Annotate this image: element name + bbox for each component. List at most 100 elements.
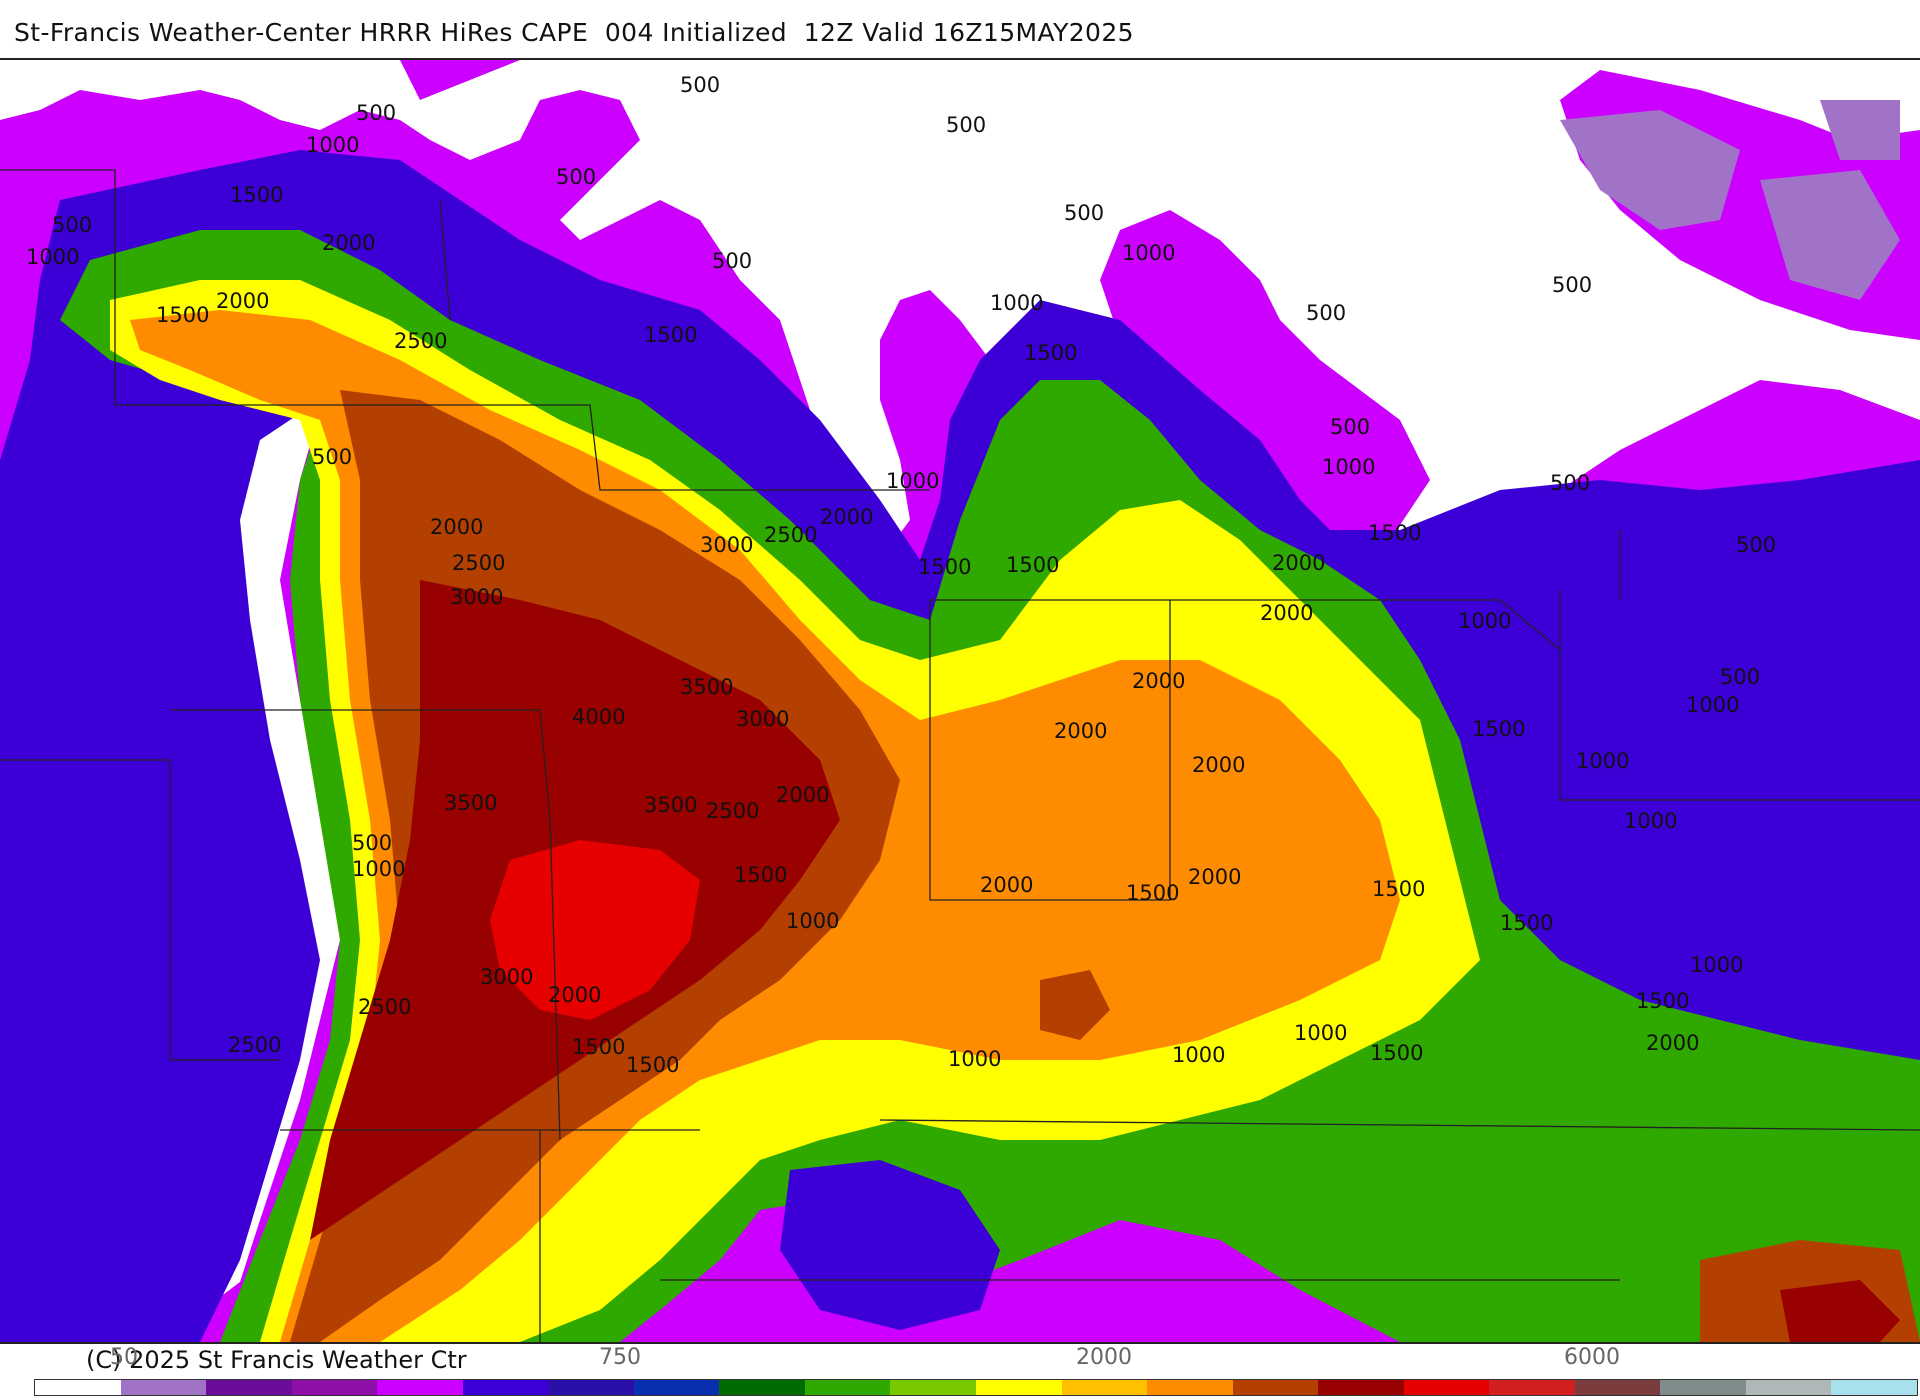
- contour-label: 3000: [480, 965, 533, 989]
- contour-label: 2000: [216, 289, 269, 313]
- contour-label: 2500: [706, 799, 759, 823]
- contour-label: 3500: [644, 793, 697, 817]
- contour-label: 3000: [700, 533, 753, 557]
- contour-label: 3000: [450, 585, 503, 609]
- colorbar-segment: [121, 1380, 207, 1395]
- colorbar-segment: [890, 1380, 976, 1395]
- cape-colorbar: [34, 1379, 1918, 1396]
- contour-label: 2000: [1272, 551, 1325, 575]
- contour-label: 1500: [918, 555, 971, 579]
- contour-label: 500: [946, 113, 986, 137]
- colorbar-segment: [377, 1380, 463, 1395]
- contour-label: 1000: [1322, 455, 1375, 479]
- colorbar-tick-label: 2000: [1076, 1345, 1132, 1370]
- contour-label: 2000: [1054, 719, 1107, 743]
- colorbar-tick-label: 6000: [1564, 1345, 1620, 1370]
- colorbar-segment: [1489, 1380, 1575, 1395]
- contour-label: 1000: [1122, 241, 1175, 265]
- contour-label: 1000: [1458, 609, 1511, 633]
- colorbar-tick-labels: 50 750 2000 6000: [0, 1342, 1920, 1376]
- contour-label: 2500: [764, 523, 817, 547]
- contour-label: 1000: [306, 133, 359, 157]
- colorbar-segment: [292, 1380, 378, 1395]
- contour-label: 3500: [680, 675, 733, 699]
- colorbar-segment: [1831, 1380, 1917, 1395]
- cape-map: 500 500 1000 500 500 500 1500 500 1000 2…: [0, 58, 1920, 1344]
- colorbar-segment: [1746, 1380, 1832, 1395]
- contour-label: 500: [712, 249, 752, 273]
- contour-label: 500: [52, 213, 92, 237]
- contour-label: 2500: [228, 1033, 281, 1057]
- contour-label: 2000: [776, 783, 829, 807]
- colorbar-segment: [805, 1380, 891, 1395]
- colorbar-segment: [1575, 1380, 1661, 1395]
- contour-label: 3500: [444, 791, 497, 815]
- contour-label: 1500: [644, 323, 697, 347]
- contour-label: 2000: [430, 515, 483, 539]
- contour-label: 2000: [1260, 601, 1313, 625]
- contour-label: 500: [1306, 301, 1346, 325]
- contour-label: 500: [1064, 201, 1104, 225]
- colorbar-segment: [1233, 1380, 1319, 1395]
- colorbar-segment: [463, 1380, 549, 1395]
- contour-label: 4000: [572, 705, 625, 729]
- colorbar-segment: [1062, 1380, 1148, 1395]
- contour-label: 2000: [322, 231, 375, 255]
- contour-label: 1000: [352, 857, 405, 881]
- contour-label: 1500: [734, 863, 787, 887]
- contour-label: 3000: [736, 707, 789, 731]
- contour-label: 2500: [358, 995, 411, 1019]
- contour-label: 1000: [1690, 953, 1743, 977]
- contour-label: 2000: [1132, 669, 1185, 693]
- colorbar-segment: [1660, 1380, 1746, 1395]
- contour-label: 500: [1720, 665, 1760, 689]
- contour-label: 1000: [886, 469, 939, 493]
- contour-label: 500: [1330, 415, 1370, 439]
- contour-label: 1500: [1500, 911, 1553, 935]
- contour-label: 1000: [948, 1047, 1001, 1071]
- contour-label: 500: [312, 445, 352, 469]
- contour-label: 1500: [1636, 989, 1689, 1013]
- contour-label: 1500: [1006, 553, 1059, 577]
- contour-label: 500: [356, 101, 396, 125]
- contour-label: 1500: [626, 1053, 679, 1077]
- contour-label: 1000: [786, 909, 839, 933]
- contour-label: 1500: [156, 303, 209, 327]
- contour-label: 2000: [820, 505, 873, 529]
- contour-label: 2500: [394, 329, 447, 353]
- contour-label: 1000: [1294, 1021, 1347, 1045]
- contour-label: 1000: [990, 291, 1043, 315]
- contour-label: 500: [680, 73, 720, 97]
- contour-label: 2000: [548, 983, 601, 1007]
- contour-label: 2000: [1188, 865, 1241, 889]
- contour-label: 1500: [1370, 1041, 1423, 1065]
- contour-label: 500: [1736, 533, 1776, 557]
- contour-label: 2000: [1192, 753, 1245, 777]
- contour-label: 2000: [980, 873, 1033, 897]
- contour-label: 1000: [1624, 809, 1677, 833]
- contour-label: 1500: [1126, 881, 1179, 905]
- contour-label: 500: [556, 165, 596, 189]
- contour-label: 500: [1550, 471, 1590, 495]
- colorbar-segment: [1318, 1380, 1404, 1395]
- colorbar-segment: [206, 1380, 292, 1395]
- colorbar-segment: [634, 1380, 720, 1395]
- contour-label: 1000: [26, 245, 79, 269]
- contour-label: 500: [1552, 273, 1592, 297]
- contour-label: 1500: [1472, 717, 1525, 741]
- colorbar-segment: [35, 1380, 121, 1395]
- colorbar-segment: [1147, 1380, 1233, 1395]
- contour-label: 2500: [452, 551, 505, 575]
- colorbar-segment: [719, 1380, 805, 1395]
- colorbar-segment: [548, 1380, 634, 1395]
- contour-label: 1500: [572, 1035, 625, 1059]
- contour-label: 1000: [1576, 749, 1629, 773]
- colorbar-tick-label: 50: [110, 1345, 138, 1370]
- contour-label: 1500: [230, 183, 283, 207]
- contour-label: 500: [352, 831, 392, 855]
- cape-contour-map: 500 500 1000 500 500 500 1500 500 1000 2…: [0, 60, 1920, 1342]
- contour-label: 1500: [1024, 341, 1077, 365]
- colorbar-segment: [976, 1380, 1062, 1395]
- contour-label: 1500: [1368, 521, 1421, 545]
- contour-label: 2000: [1646, 1031, 1699, 1055]
